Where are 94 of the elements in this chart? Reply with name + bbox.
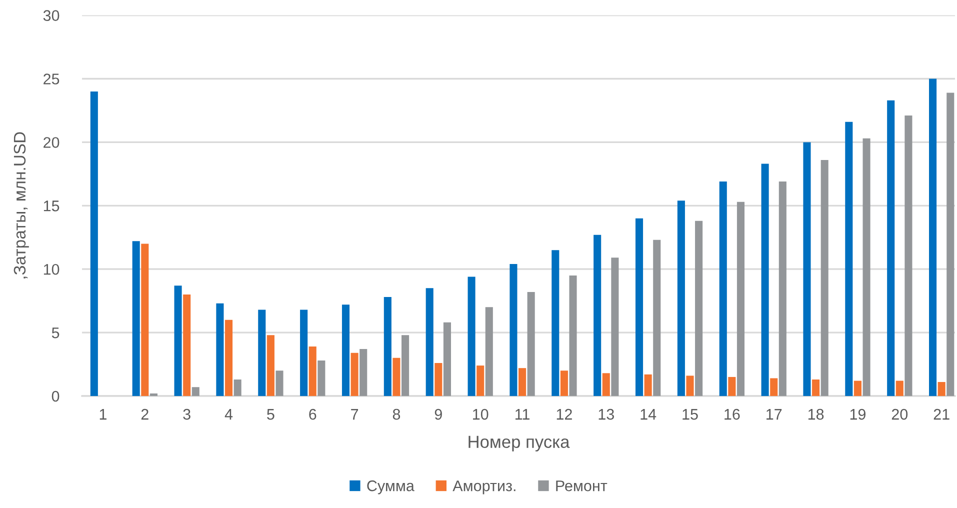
bar bbox=[602, 373, 610, 396]
bar bbox=[360, 349, 368, 396]
y-tick-label: 25 bbox=[44, 74, 60, 84]
x-tick-label: 16 bbox=[724, 408, 740, 420]
bar bbox=[342, 304, 350, 396]
x-tick-label: 9 bbox=[434, 408, 442, 420]
bar bbox=[803, 142, 811, 396]
bar bbox=[635, 218, 644, 396]
bar bbox=[192, 387, 200, 396]
x-tick-label: 20 bbox=[892, 408, 908, 420]
bar bbox=[392, 358, 400, 396]
bar bbox=[468, 276, 476, 396]
bar bbox=[510, 264, 518, 396]
bar bbox=[132, 241, 140, 396]
legend-label: Ремонт bbox=[556, 480, 608, 492]
y-tick-label: 0 bbox=[52, 390, 60, 402]
bar bbox=[812, 380, 820, 396]
bar bbox=[90, 91, 98, 396]
bar bbox=[183, 294, 191, 396]
bar bbox=[266, 335, 274, 396]
bar bbox=[527, 292, 535, 396]
bar bbox=[300, 310, 308, 396]
bar bbox=[845, 122, 853, 396]
bar bbox=[946, 92, 954, 396]
x-tick-label: 1 bbox=[100, 409, 106, 420]
bar bbox=[518, 368, 526, 396]
x-tick-label: 14 bbox=[640, 409, 656, 420]
bar bbox=[653, 240, 661, 396]
bar bbox=[560, 370, 568, 396]
bar bbox=[761, 164, 769, 396]
y-tick-label: 5 bbox=[52, 328, 60, 338]
bar bbox=[904, 116, 912, 396]
x-tick-label: 7 bbox=[351, 409, 358, 420]
x-tick-label: 6 bbox=[309, 408, 316, 420]
bar bbox=[929, 78, 937, 396]
x-tick-label: 18 bbox=[808, 408, 824, 420]
x-axis-title: Номер пуска bbox=[468, 436, 570, 452]
bar bbox=[887, 100, 895, 396]
bar bbox=[384, 297, 392, 396]
x-tick-label: 11 bbox=[516, 409, 530, 420]
legend-label: Сумма bbox=[367, 480, 414, 494]
x-tick-label: 12 bbox=[556, 408, 572, 420]
y-tick-label: 20 bbox=[44, 137, 60, 148]
bar bbox=[778, 182, 786, 396]
bar bbox=[728, 376, 736, 396]
y-tick-label: 15 bbox=[44, 200, 60, 212]
bar bbox=[308, 346, 316, 396]
x-tick-label: 13 bbox=[598, 408, 614, 420]
bar bbox=[644, 374, 652, 396]
bar bbox=[686, 376, 694, 396]
bar bbox=[820, 160, 828, 396]
x-tick-label: 17 bbox=[766, 409, 782, 420]
bar bbox=[485, 307, 493, 396]
x-tick-label: 5 bbox=[267, 409, 274, 420]
bar bbox=[896, 380, 904, 396]
x-tick-label: 15 bbox=[682, 409, 698, 420]
bar bbox=[276, 370, 284, 396]
bar bbox=[719, 182, 727, 396]
x-tick-label: 4 bbox=[224, 409, 233, 420]
legend-label: Амортиз. bbox=[452, 480, 516, 494]
bar bbox=[611, 258, 619, 396]
bar bbox=[216, 303, 224, 396]
x-tick-label: 8 bbox=[392, 408, 400, 420]
bar bbox=[174, 286, 182, 396]
bar bbox=[476, 366, 484, 396]
bar bbox=[862, 138, 870, 396]
bar bbox=[318, 360, 326, 396]
bar bbox=[224, 320, 233, 396]
bar bbox=[426, 288, 434, 396]
bar bbox=[258, 310, 266, 396]
x-tick-label: 19 bbox=[850, 408, 866, 420]
bar bbox=[443, 322, 451, 396]
bar bbox=[938, 382, 946, 396]
bar bbox=[569, 275, 577, 396]
bar bbox=[770, 378, 778, 396]
x-tick-label: 3 bbox=[183, 408, 190, 420]
bar bbox=[736, 202, 745, 396]
bar bbox=[695, 220, 703, 396]
bar bbox=[552, 250, 560, 396]
bar bbox=[350, 352, 358, 396]
bar bbox=[677, 200, 685, 396]
bar bbox=[594, 234, 602, 396]
bar bbox=[434, 363, 442, 396]
bar bbox=[854, 380, 862, 396]
bar bbox=[141, 244, 149, 396]
y-tick-label: 10 bbox=[44, 264, 60, 275]
bar bbox=[150, 393, 158, 396]
x-tick-label: 2 bbox=[141, 408, 148, 420]
y-tick-label: 30 bbox=[43, 10, 60, 21]
x-tick-label: 21 bbox=[934, 408, 950, 420]
bar bbox=[234, 380, 242, 396]
bar bbox=[402, 335, 410, 396]
x-tick-label: 10 bbox=[473, 408, 488, 420]
y-axis-title: ,Затраты, млн.USD bbox=[14, 132, 29, 278]
